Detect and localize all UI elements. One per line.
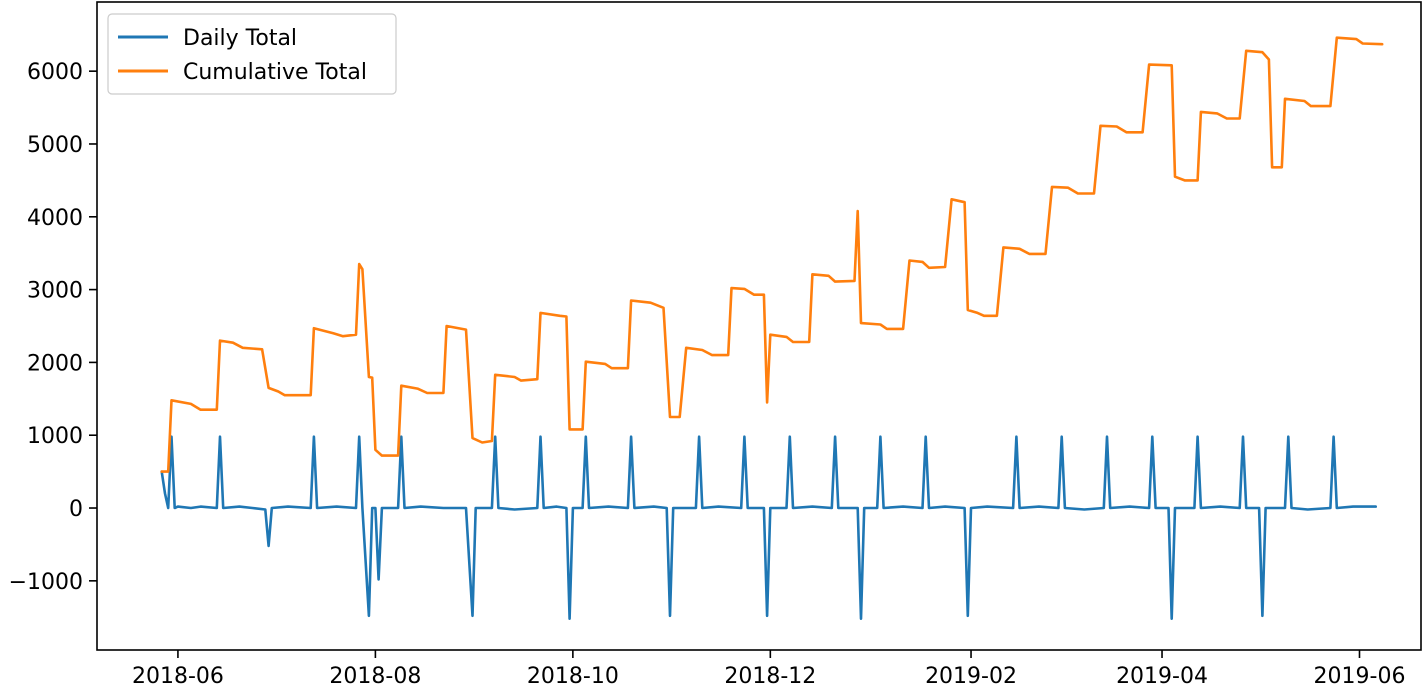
y-tick-label: 1000 xyxy=(27,424,83,449)
axes-layer: 2018-06 2018-08 2018-10 2018-12 2019-02 2019-… xyxy=(9,1,1422,687)
x-tick-label: 2019-02 xyxy=(925,664,1017,687)
y-tick-label: 6000 xyxy=(27,60,83,85)
legend-label-daily-total: Daily Total xyxy=(183,26,297,51)
y-tick-label: 0 xyxy=(69,497,83,522)
plot-frame xyxy=(96,1,1422,651)
x-tick-label: 2019-06 xyxy=(1314,664,1406,687)
x-tick-label: 2018-06 xyxy=(132,664,224,687)
x-tick-label: 2018-12 xyxy=(724,664,816,687)
y-tick-label: 2000 xyxy=(27,351,83,376)
series-layer xyxy=(160,36,1384,621)
legend: Daily Total Cumulative Total xyxy=(107,13,397,95)
y-tick-label: 5000 xyxy=(27,133,83,158)
x-tick-label: 2018-10 xyxy=(527,664,619,687)
y-tick-label: −1000 xyxy=(9,570,83,595)
x-tick-label: 2018-08 xyxy=(329,664,421,687)
y-tick-label: 3000 xyxy=(27,279,83,304)
legend-label-cumulative-total: Cumulative Total xyxy=(183,60,367,85)
series-line-daily-total xyxy=(160,435,1377,621)
x-tick-label: 2019-04 xyxy=(1116,664,1208,687)
series-line-cumulative-total xyxy=(160,36,1384,473)
y-tick-label: 4000 xyxy=(27,206,83,231)
